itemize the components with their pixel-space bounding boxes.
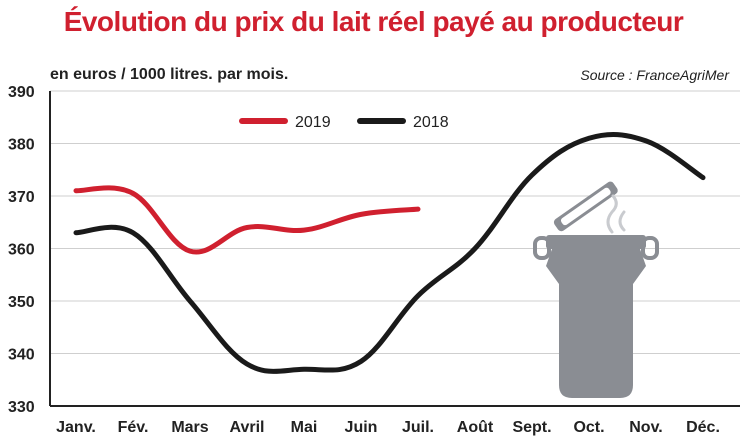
x-tick-label: Avril — [230, 419, 265, 436]
y-tick-label: 330 — [8, 399, 35, 416]
x-axis-ticks: Janv. Fév. Mars Avril Mai Juin Juil. Août Sept. O… — [56, 419, 720, 436]
y-tick-label: 380 — [8, 137, 35, 154]
series-line-2019 — [73, 185, 421, 255]
x-tick-label: Mai — [291, 419, 318, 436]
x-tick-label: Déc. — [686, 419, 720, 436]
y-tick-label: 370 — [8, 189, 35, 206]
x-tick-label: Août — [457, 419, 494, 436]
x-tick-label: Janv. — [56, 419, 96, 436]
x-tick-label: Fév. — [118, 419, 149, 436]
chart-title: Évolution du prix du lait réel payé au p… — [63, 6, 684, 37]
x-tick-label: Mars — [171, 419, 208, 436]
series-line-2018 — [73, 132, 706, 374]
chart-source: Source : FranceAgriMer — [580, 67, 729, 83]
x-tick-label: Sept. — [512, 419, 551, 436]
x-tick-label: Oct. — [573, 419, 604, 436]
x-tick-label: Juil. — [402, 419, 434, 436]
milk-can-icon — [533, 181, 659, 398]
x-tick-label: Juin — [345, 419, 378, 436]
y-tick-label: 340 — [8, 347, 35, 364]
series-lines — [73, 132, 706, 374]
legend: 2019 2018 — [239, 114, 449, 131]
y-axis-ticks: 330 340 350 360 370 380 390 — [8, 84, 35, 416]
y-tick-label: 390 — [8, 84, 35, 101]
y-tick-label: 360 — [8, 242, 35, 259]
y-tick-label: 350 — [8, 294, 35, 311]
chart-subtitle: en euros / 1000 litres. par mois. — [50, 66, 289, 83]
x-tick-label: Nov. — [629, 419, 662, 436]
legend-label-2018: 2018 — [413, 114, 449, 131]
legend-label-2019: 2019 — [295, 114, 331, 131]
